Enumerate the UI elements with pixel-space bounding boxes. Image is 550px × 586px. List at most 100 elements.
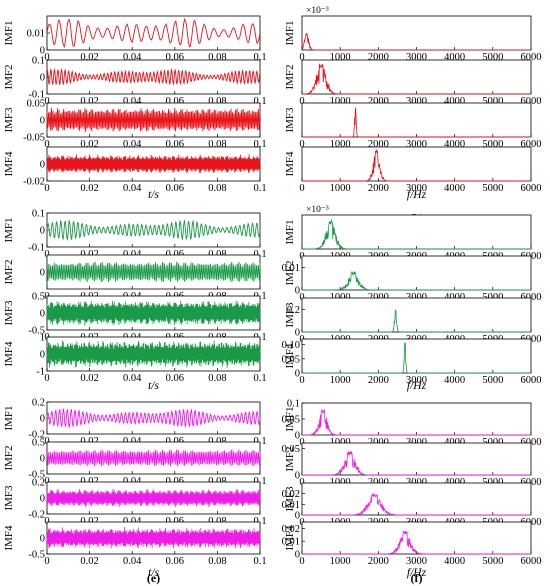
x-tick-label: 0.06 xyxy=(166,516,184,527)
x-tick-label: 5000 xyxy=(482,477,503,488)
y-tick-label: 0.5 xyxy=(32,292,45,303)
y-tick-label: -0.1 xyxy=(28,243,45,254)
series-line-b-imf4 xyxy=(301,149,532,182)
y-tick-label: -0.5 xyxy=(28,326,45,337)
y-tick-label: 0 xyxy=(40,454,45,465)
x-tick-label: 0.1 xyxy=(253,516,266,527)
x-tick-label: 0.02 xyxy=(80,436,98,447)
panel-label: (e) xyxy=(147,571,160,585)
x-tick-label: 0 xyxy=(44,96,49,107)
y-tick-label: 0 xyxy=(40,160,45,171)
x-tick-label: 2000 xyxy=(368,477,389,488)
series-line-b-imf3 xyxy=(301,107,532,138)
y-tick-label: 0.2 xyxy=(32,398,45,409)
series-name: IMF2 xyxy=(3,259,15,284)
x-tick-label: 0 xyxy=(299,52,304,63)
axis-exponent-label: ×10⁻³ xyxy=(306,6,329,16)
x-tick-label: 6000 xyxy=(521,375,542,386)
y-tick-label: 0 xyxy=(295,286,300,297)
panel-label: (f) xyxy=(411,571,423,585)
series-name: IMF2 xyxy=(284,260,296,285)
x-tick-label: 0.1 xyxy=(253,556,266,567)
series-name: IMF2 xyxy=(284,446,296,471)
x-tick-label: 0.04 xyxy=(123,183,142,194)
series-line-d-imf2 xyxy=(301,270,532,291)
x-tick-label: 4000 xyxy=(444,375,465,386)
x-tick-label: 6000 xyxy=(521,556,542,567)
y-tick-label: 0 xyxy=(40,46,45,57)
series-name: IMF3 xyxy=(284,486,296,512)
x-tick-label: 2000 xyxy=(368,437,389,448)
series-line-f-imf3 xyxy=(301,493,532,516)
x-tick-label: 0 xyxy=(44,556,49,567)
x-tick-label: 0.02 xyxy=(80,183,98,194)
series-name: IMF2 xyxy=(3,445,15,470)
x-tick-label: 6000 xyxy=(521,437,542,448)
x-tick-label: 0.04 xyxy=(123,556,142,567)
x-tick-label: 0 xyxy=(299,183,304,194)
x-tick-label: 0 xyxy=(299,96,304,107)
x-tick-label: 0.06 xyxy=(166,52,184,63)
x-tick-label: 0.04 xyxy=(123,249,142,260)
x-tick-label: 1000 xyxy=(330,96,351,107)
x-tick-label: 0.1 xyxy=(253,373,266,384)
plot-frame xyxy=(301,15,532,51)
x-tick-label: 3000 xyxy=(406,183,427,194)
y-tick-label: -1 xyxy=(36,367,45,378)
series-name: IMF4 xyxy=(3,341,15,367)
x-tick-label: 0.06 xyxy=(166,436,184,447)
y-tick-label: 1 xyxy=(40,333,45,344)
series-line-a-imf2 xyxy=(46,67,261,86)
series-name: IMF1 xyxy=(284,219,296,244)
x-tick-label: 1000 xyxy=(330,437,351,448)
x-tick-label: 0.02 xyxy=(80,52,98,63)
series-name: IMF3 xyxy=(3,485,15,511)
series-line-c-imf3 xyxy=(46,300,261,326)
x-tick-label: 1000 xyxy=(330,139,351,150)
y-tick-label: 0 xyxy=(40,116,45,127)
plot-frame xyxy=(301,59,532,95)
x-tick-label: 6000 xyxy=(521,52,542,63)
x-tick-label: 0.06 xyxy=(166,556,184,567)
y-tick-label: 0 xyxy=(40,494,45,505)
plot-frame xyxy=(301,338,532,374)
x-tick-label: 5000 xyxy=(482,52,503,63)
y-tick-label: -0.02 xyxy=(23,177,45,188)
x-tick-label: 0.04 xyxy=(123,96,142,107)
plot-frame xyxy=(301,402,532,436)
x-tick-label: 0 xyxy=(299,375,304,386)
y-tick-label: 0.01 xyxy=(27,29,45,40)
x-tick-label: 0 xyxy=(299,477,304,488)
x-tick-label: 3000 xyxy=(406,437,427,448)
x-tick-label: 5000 xyxy=(482,183,503,194)
series-line-c-imf2 xyxy=(46,261,261,283)
x-tick-label: 0.06 xyxy=(166,373,184,384)
x-tick-label: 0.08 xyxy=(208,249,226,260)
x-tick-label: 0.02 xyxy=(80,476,98,487)
x-tick-label: 0.04 xyxy=(123,516,142,527)
series-line-f-imf4 xyxy=(302,530,532,555)
x-tick-label: 4000 xyxy=(444,556,465,567)
x-tick-label: 6000 xyxy=(521,477,542,488)
series-line-f-imf1 xyxy=(301,409,532,436)
series-name: IMF4 xyxy=(3,151,15,177)
x-tick-label: 0.1 xyxy=(253,183,266,194)
x-tick-label: 2000 xyxy=(368,52,389,63)
x-tick-label: 0.02 xyxy=(80,139,98,150)
plot-frame xyxy=(46,212,261,248)
series-line-d-imf3 xyxy=(301,309,532,333)
series-name: IMF4 xyxy=(284,151,296,177)
x-tick-label: 3000 xyxy=(406,139,427,150)
x-tick-label: 6000 xyxy=(521,96,542,107)
x-tick-label: 1000 xyxy=(330,52,351,63)
y-tick-label: 0.01 xyxy=(282,263,300,274)
x-tick-label: 6000 xyxy=(521,183,542,194)
x-tick-label: 0.04 xyxy=(123,373,142,384)
series-line-b-imf1 xyxy=(301,32,532,51)
x-tick-label: 0.08 xyxy=(208,516,226,527)
y-tick-label: 0 xyxy=(40,73,45,84)
x-tick-label: 4000 xyxy=(444,96,465,107)
series-name: IMF1 xyxy=(3,405,15,430)
